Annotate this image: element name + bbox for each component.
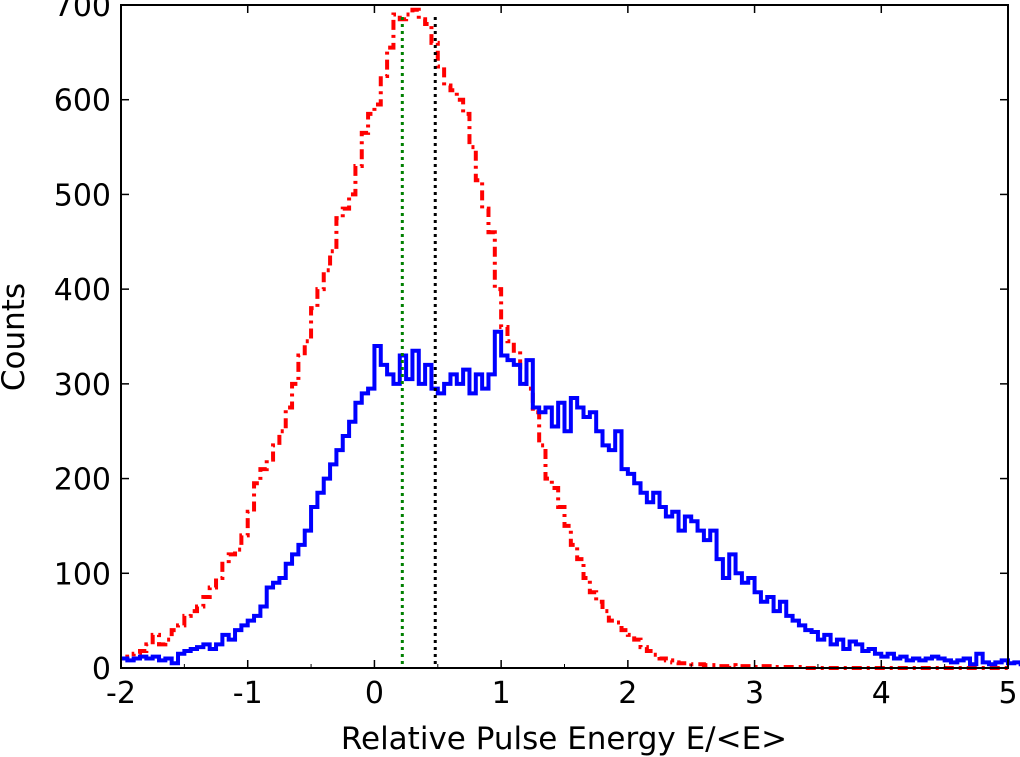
series-line-solid — [121, 329, 1020, 667]
y-tick-label: 500 — [54, 178, 111, 213]
x-tick-label: -1 — [233, 676, 263, 711]
y-tick-label: 100 — [54, 557, 111, 592]
y-tick-label: 0 — [92, 652, 111, 687]
x-tick-label: 1 — [492, 676, 511, 711]
series-line-dashdot — [121, 7, 1008, 670]
x-tick-label: 4 — [872, 676, 891, 711]
axis-ticks: -2 -1 0 1 2 3 4 5 0 100 200 300 400 500 600 700 — [54, 0, 1018, 711]
y-tick-label: 400 — [54, 273, 111, 308]
y-tick-label: 600 — [54, 84, 111, 119]
y-tick-label: 200 — [54, 463, 111, 498]
plot-area — [121, 7, 1020, 670]
y-tick-label: 700 — [54, 0, 111, 24]
x-axis-label: Relative Pulse Energy E/<E> — [341, 721, 787, 757]
x-tick-label: 0 — [365, 676, 384, 711]
x-tick-label: -2 — [106, 676, 136, 711]
x-tick-label: 2 — [618, 676, 637, 711]
plot-frame — [120, 4, 1009, 669]
x-tick-label: 5 — [998, 676, 1017, 711]
x-tick-label: 3 — [745, 676, 764, 711]
y-tick-label: 300 — [54, 368, 111, 403]
y-axis-label: Counts — [0, 283, 32, 391]
